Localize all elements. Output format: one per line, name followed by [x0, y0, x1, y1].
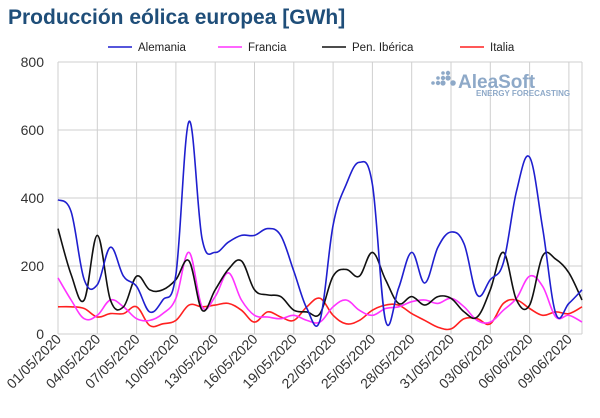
dot-grid-icon [431, 70, 456, 86]
y-tick-label: 200 [21, 258, 45, 274]
y-tick-label: 0 [36, 326, 44, 342]
legend-label: Francia [248, 42, 287, 54]
series-lines [57, 120, 583, 331]
chart-title: Producción eólica europea [GWh] [8, 6, 346, 29]
logo-name: AleaSoft [458, 72, 536, 93]
legend: Alemania Francia Pen. Ibérica Italia [108, 42, 515, 54]
y-tick-label: 800 [21, 54, 45, 70]
series-line-alemania [57, 120, 583, 327]
x-axis-ticks: 01/05/202004/05/202007/05/202010/05/2020… [3, 331, 575, 392]
grid-lines [57, 61, 583, 335]
y-tick-label: 600 [21, 122, 45, 138]
logo-tagline: ENERGY FORECASTING [476, 89, 570, 98]
y-tick-label: 400 [21, 190, 45, 206]
legend-label: Italia [490, 42, 515, 54]
legend-label: Pen. Ibérica [352, 42, 414, 54]
y-axis-ticks: 0 200 400 600 800 [21, 54, 45, 342]
series-line-pen-ib-rica [57, 228, 583, 320]
legend-label: Alemania [138, 42, 187, 54]
aleasoft-logo: AleaSoft ENERGY FORECASTING [431, 70, 570, 98]
